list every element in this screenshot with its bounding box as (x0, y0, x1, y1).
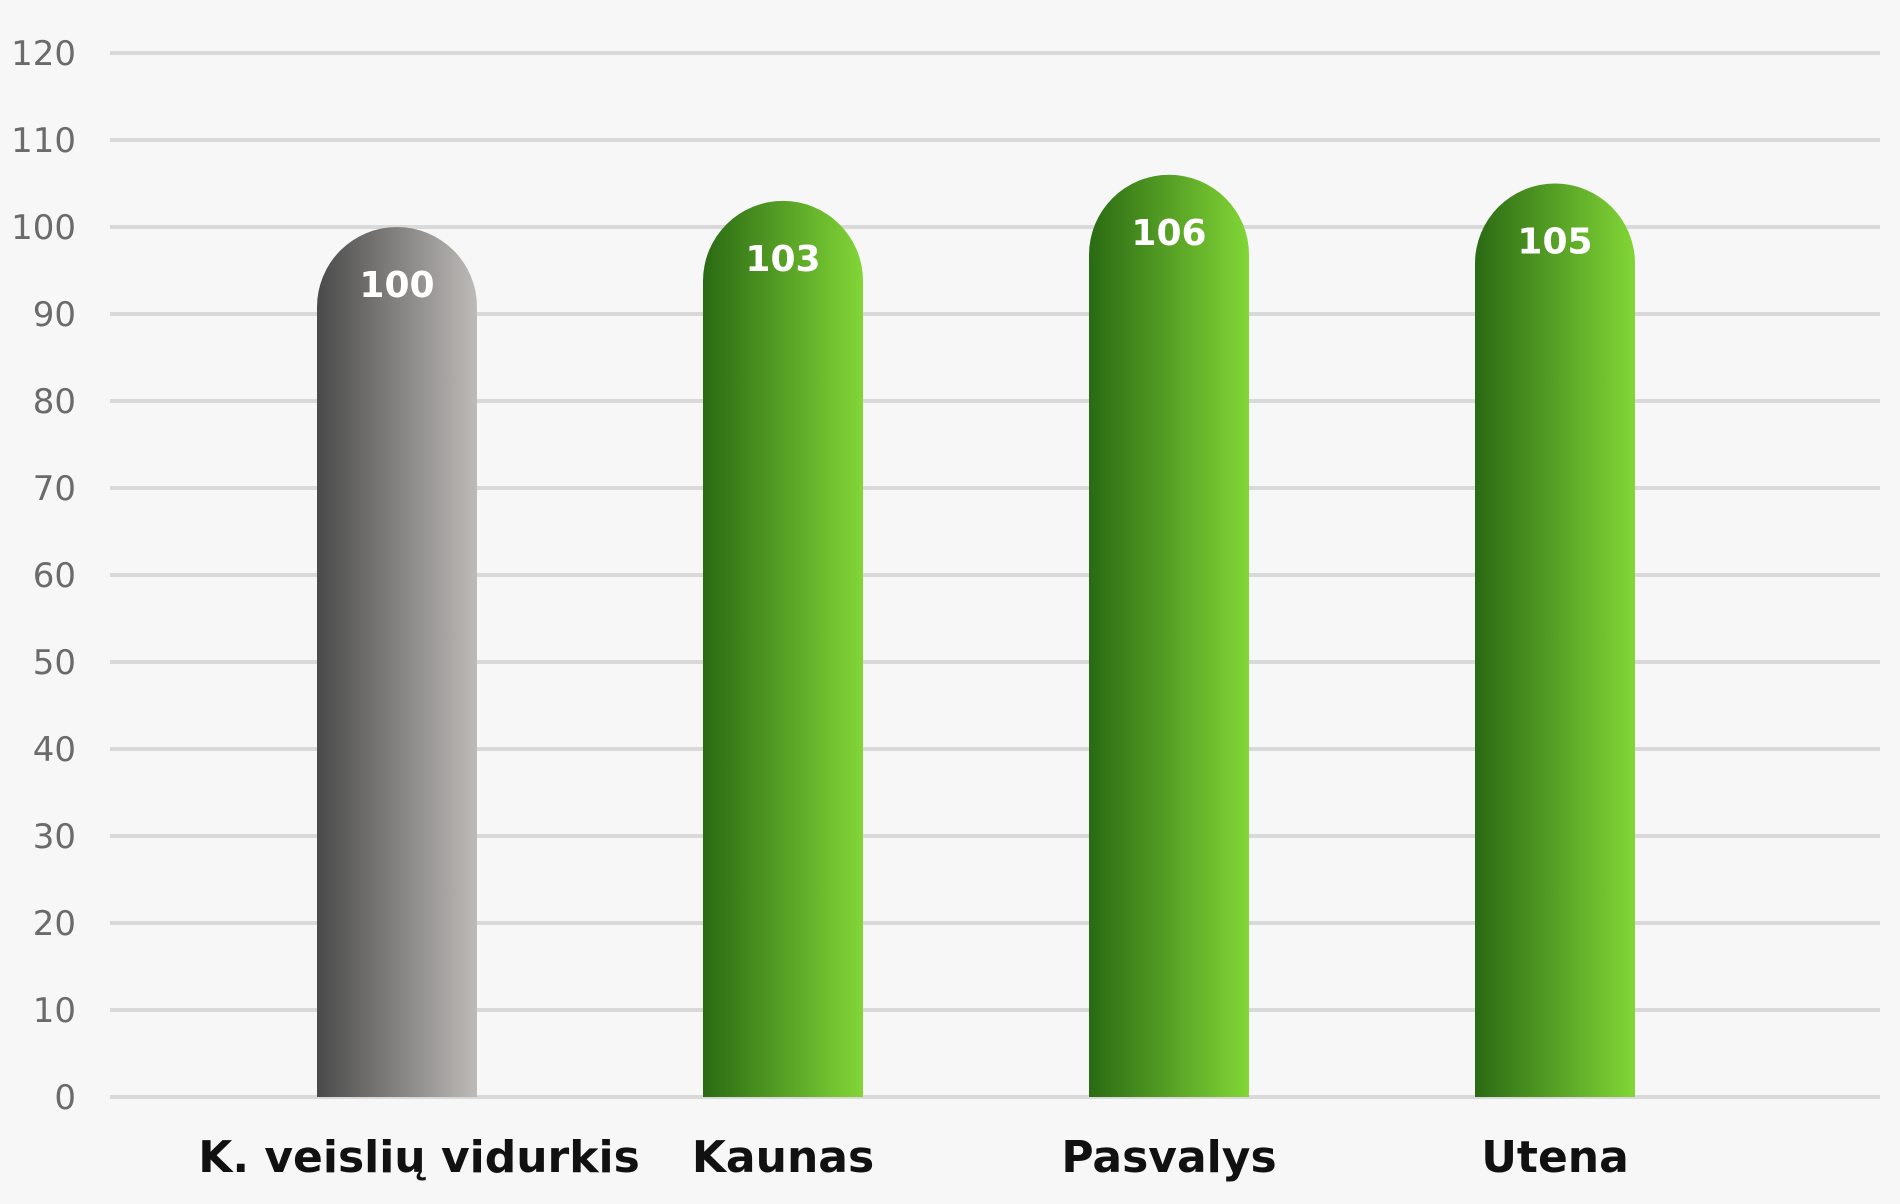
x-axis-category-labels: K. veislių vidurkis Kaunas Pasvalys Utena (198, 1132, 1629, 1183)
y-tick-label-60: 60 (33, 556, 76, 596)
y-tick-label-70: 70 (33, 469, 76, 509)
x-category-label-0: K. veislių vidurkis (198, 1132, 640, 1183)
y-axis-tick-labels: 0 10 20 30 40 50 60 70 80 90 100 110 120 (11, 34, 76, 1118)
y-tick-label-20: 20 (33, 904, 76, 944)
y-tick-label-90: 90 (33, 295, 76, 335)
y-tick-label-40: 40 (33, 730, 76, 770)
y-tick-label-80: 80 (33, 382, 76, 422)
y-tick-label-100: 100 (11, 208, 76, 248)
bar-value-label-2: 106 (1131, 213, 1206, 254)
bar-1 (703, 200, 863, 1097)
y-tick-label-10: 10 (33, 991, 76, 1031)
y-tick-label-110: 110 (11, 121, 76, 161)
y-tick-label-50: 50 (33, 643, 76, 683)
bar-value-label-0: 100 (359, 265, 434, 306)
y-tick-label-0: 0 (54, 1078, 76, 1118)
y-tick-label-30: 30 (33, 817, 76, 857)
bar-value-label-3: 105 (1517, 222, 1592, 263)
x-category-label-2: Pasvalys (1061, 1132, 1276, 1183)
x-category-label-1: Kaunas (692, 1132, 874, 1183)
bar-3 (1475, 183, 1635, 1097)
bar-0 (317, 227, 477, 1097)
bars: 100 103 106 105 (317, 174, 1635, 1097)
bar-value-label-1: 103 (745, 239, 820, 280)
bar-2 (1089, 174, 1249, 1097)
x-category-label-3: Utena (1481, 1132, 1629, 1183)
y-tick-label-120: 120 (11, 34, 76, 74)
